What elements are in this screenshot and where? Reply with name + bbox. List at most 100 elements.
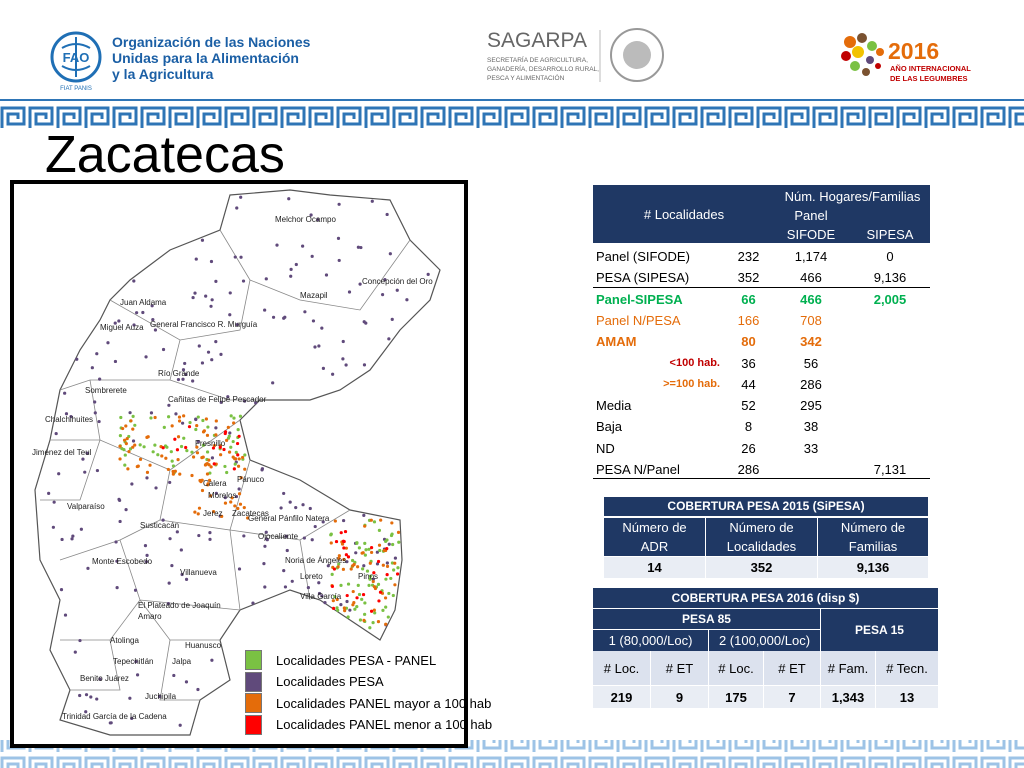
map-point <box>122 448 126 452</box>
map-point <box>388 252 392 256</box>
map-point <box>60 537 64 542</box>
header-cell: # Localidades <box>593 204 775 224</box>
cell: 80 <box>741 334 756 350</box>
map-label: Amaro <box>138 612 162 621</box>
map-point <box>363 541 367 545</box>
map-point <box>169 450 173 454</box>
map-point <box>182 414 186 418</box>
map-point <box>317 344 321 348</box>
map-point <box>210 658 214 662</box>
map-point <box>376 620 381 624</box>
map-point <box>368 574 372 578</box>
cell: 286 <box>800 376 822 392</box>
cell: 1,343 <box>820 686 875 708</box>
map-point <box>330 584 335 589</box>
map-point <box>349 567 353 571</box>
map-point <box>351 564 355 568</box>
map-point <box>95 697 99 701</box>
map-point <box>209 494 213 498</box>
map-point <box>205 472 210 476</box>
map-point <box>211 446 216 450</box>
header-cell: Núm. Hogares/Familias <box>775 187 930 205</box>
map-point <box>358 618 363 622</box>
map-point <box>176 435 181 439</box>
map-point <box>336 565 340 569</box>
map-point <box>190 473 194 478</box>
map-point <box>337 562 341 566</box>
map-point <box>384 622 388 626</box>
map-point <box>205 450 210 454</box>
map-point <box>341 567 345 571</box>
map-point <box>195 451 200 455</box>
map-point <box>288 500 292 504</box>
map-point <box>234 494 239 499</box>
header-cell: PESA 85 <box>593 609 820 630</box>
map-point <box>242 534 246 538</box>
map-point <box>153 415 157 420</box>
map-point <box>207 478 212 482</box>
map-point <box>168 537 172 541</box>
map-point <box>228 291 232 295</box>
map-point <box>242 506 246 510</box>
cell: 33 <box>803 440 819 456</box>
map-point <box>71 534 75 538</box>
map-point <box>166 602 170 606</box>
map-point <box>239 476 243 480</box>
map-point <box>237 457 241 461</box>
map-label: Villa García <box>300 592 342 601</box>
map-point <box>156 453 160 457</box>
map-point <box>133 443 137 447</box>
map-point <box>382 548 386 553</box>
row-label: Media <box>596 398 632 414</box>
map-point <box>118 519 122 524</box>
map-point <box>316 218 320 222</box>
map-point <box>379 518 383 522</box>
map-point <box>375 550 379 554</box>
table-title: COBERTURA PESA 2015 (SiPESA) <box>604 497 928 517</box>
map-label: Juan Aldama <box>120 298 167 307</box>
row-label: PESA (SIPESA) <box>596 270 690 286</box>
cell: 36 <box>741 355 756 371</box>
map-point <box>73 650 77 654</box>
map-point <box>384 605 388 609</box>
map-point <box>367 547 371 551</box>
map-point <box>194 427 198 432</box>
fao-logo <box>50 31 102 83</box>
map-point <box>264 277 268 281</box>
map-point <box>386 615 390 619</box>
map-point <box>362 363 367 367</box>
map-point <box>396 566 400 570</box>
map-point <box>193 510 197 514</box>
map-point <box>237 434 241 438</box>
map-point <box>321 520 325 524</box>
map-point <box>335 606 339 610</box>
map-point <box>332 567 337 571</box>
map-point <box>98 677 102 681</box>
map-point <box>381 608 385 612</box>
map-point <box>331 606 336 610</box>
map-point <box>372 571 376 575</box>
map-point <box>344 546 348 550</box>
fao-name: Unidas para la Alimentación <box>112 50 299 66</box>
map-point <box>176 377 181 382</box>
map-point <box>162 425 166 429</box>
row-label: Panel N/PESA <box>596 312 681 328</box>
legend-swatch <box>245 671 262 692</box>
map-point <box>313 345 317 349</box>
map-point <box>263 544 267 548</box>
map-point <box>390 521 394 525</box>
sagarpa-name: SAGARPA <box>487 29 587 52</box>
map-point <box>170 424 174 428</box>
map-point <box>290 579 294 583</box>
map-point <box>311 319 316 323</box>
map-point <box>193 291 197 295</box>
map-point <box>210 358 214 362</box>
row-label: ND <box>596 440 615 456</box>
map-point <box>395 572 400 576</box>
legend-label: Localidades PANEL mayor a 100 hab <box>276 695 492 711</box>
map-point <box>228 431 232 435</box>
map-point <box>84 693 89 697</box>
map-point <box>131 427 135 431</box>
map-point <box>126 467 130 471</box>
map-point <box>368 626 372 630</box>
